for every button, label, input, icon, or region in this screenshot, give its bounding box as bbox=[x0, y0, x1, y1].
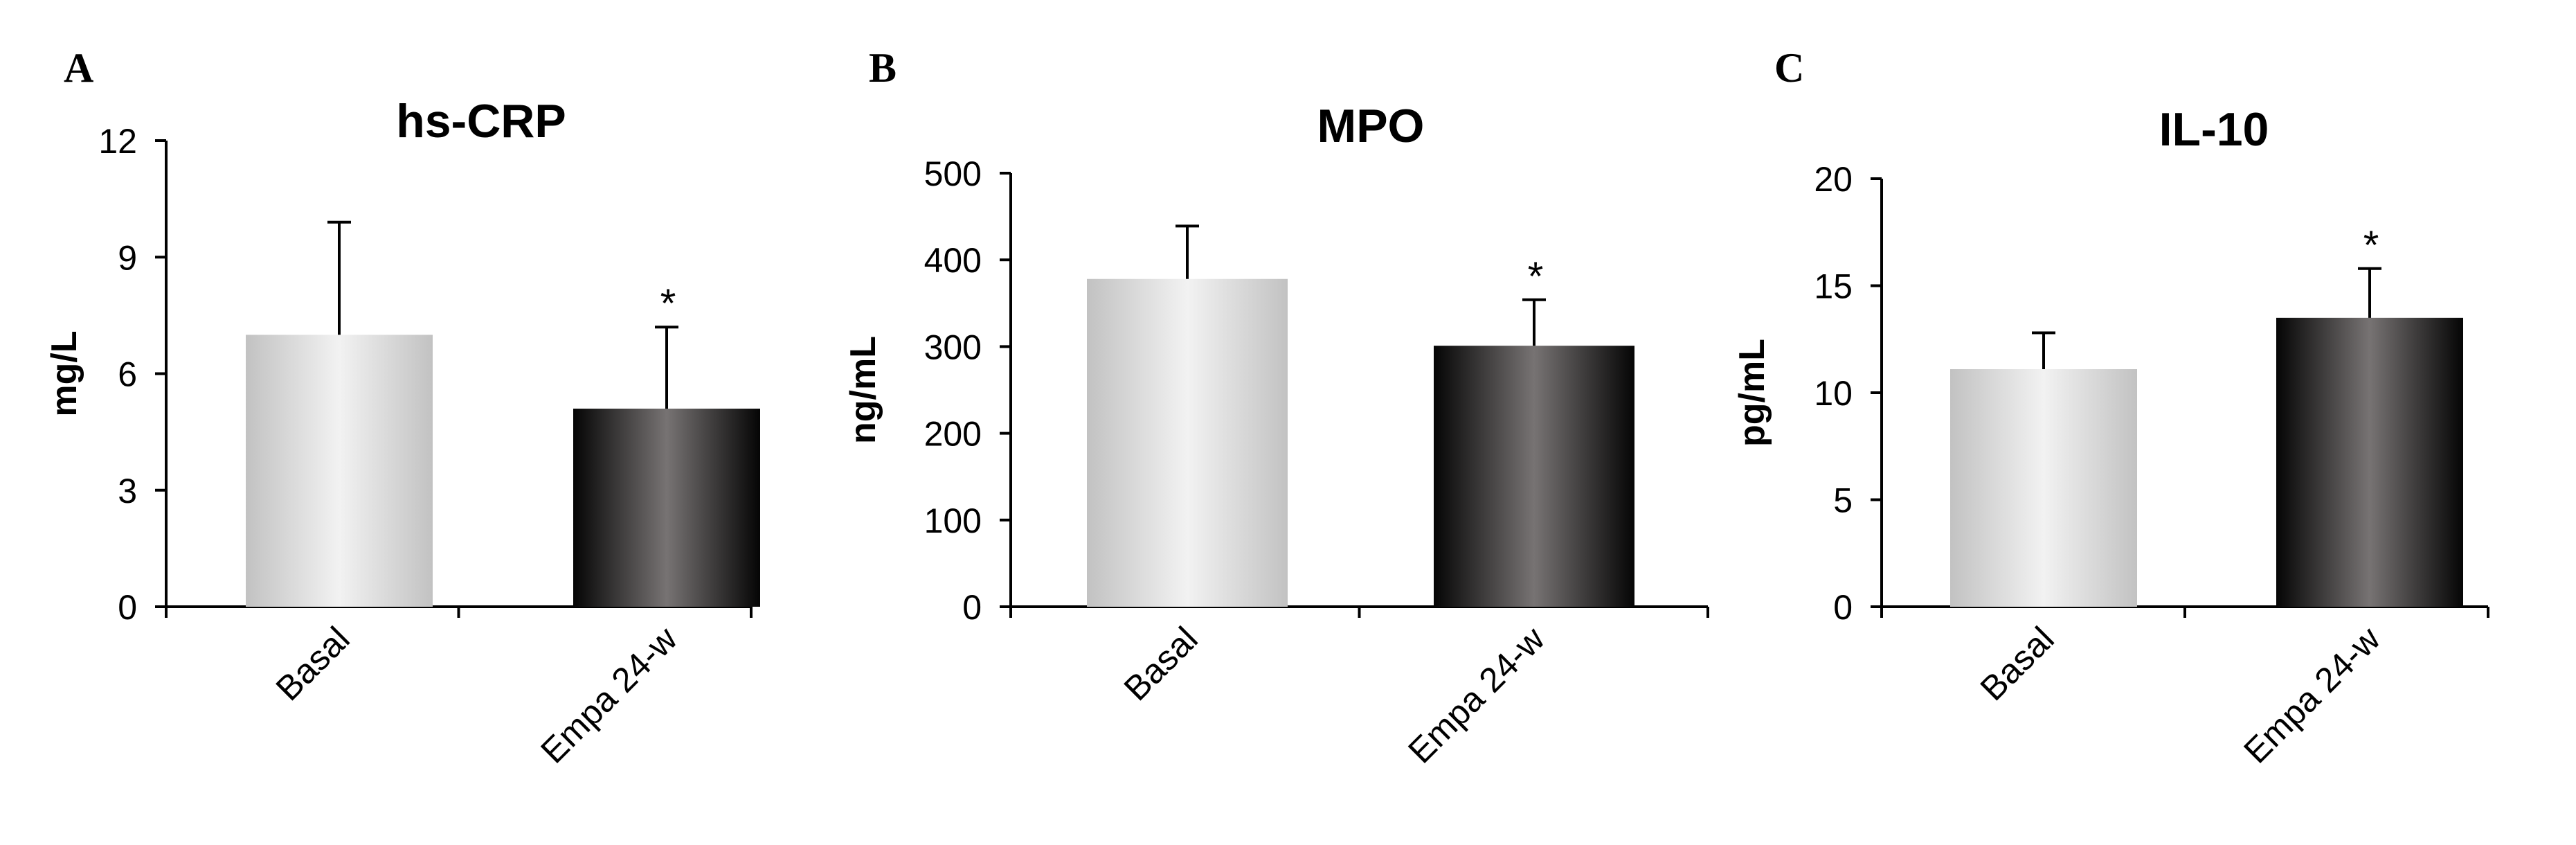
category-label: Empa 24-w bbox=[1400, 619, 1552, 771]
y-tick-label: 3 bbox=[118, 472, 137, 510]
bar-basal bbox=[1950, 369, 2137, 607]
category-label: Empa 24-w bbox=[2236, 619, 2388, 771]
y-tick-label: 20 bbox=[1814, 160, 1853, 199]
chart-layer: Ahs-CRP mg/L 0 3 6 9 12 Basal * Empa 24-w B MPO ng/m… bbox=[44, 45, 2489, 771]
category-label: Empa 24-w bbox=[533, 619, 685, 771]
y-tick-label: 400 bbox=[924, 241, 982, 280]
panel-letter: C bbox=[1774, 45, 1804, 91]
bar-empa-24-w bbox=[2276, 317, 2463, 607]
y-axis-label: pg/mL bbox=[1732, 339, 1772, 447]
y-tick-label: 500 bbox=[924, 154, 982, 193]
bar-empa-24-w bbox=[573, 408, 760, 607]
y-tick-label: 15 bbox=[1814, 267, 1853, 306]
panel-letter: A bbox=[64, 45, 93, 91]
y-tick-label: 300 bbox=[924, 328, 982, 366]
y-axis-label: mg/L bbox=[44, 330, 84, 416]
y-tick-label: 200 bbox=[924, 415, 982, 454]
bar-empa-24-w bbox=[1434, 346, 1634, 607]
significance-mark: * bbox=[1528, 254, 1544, 299]
significance-mark: * bbox=[660, 281, 676, 326]
y-tick-label: 6 bbox=[118, 355, 137, 394]
significance-mark: * bbox=[2363, 223, 2379, 268]
bar-basal bbox=[1087, 278, 1288, 607]
y-tick-label: 0 bbox=[118, 588, 137, 627]
chart-title: MPO bbox=[1317, 100, 1425, 152]
category-label: Basal bbox=[1117, 619, 1205, 708]
y-tick-label: 5 bbox=[1833, 481, 1853, 520]
y-axis-label: ng/mL bbox=[843, 336, 883, 444]
chart-panel-b: B MPO ng/mL 0 100 200 300 400 500 Basal * Empa 24-w bbox=[843, 45, 1709, 771]
chart-panel-c: C IL-10 pg/mL 0 5 10 15 20 Basal * Empa 24-w bbox=[1732, 45, 2489, 771]
chart-title: IL-10 bbox=[2159, 103, 2269, 156]
panel-letter: B bbox=[869, 45, 897, 91]
bar-basal bbox=[246, 335, 433, 607]
y-tick-label: 9 bbox=[118, 238, 137, 277]
chart-title: hs-CRP bbox=[396, 95, 566, 148]
chart-panel-a: Ahs-CRP mg/L 0 3 6 9 12 Basal * Empa 24-w bbox=[44, 45, 760, 771]
y-tick-label: 12 bbox=[98, 122, 137, 161]
y-tick-label: 0 bbox=[962, 588, 982, 627]
y-tick-label: 10 bbox=[1814, 374, 1853, 413]
category-label: Basal bbox=[1973, 619, 2062, 708]
y-tick-label: 0 bbox=[1833, 588, 1853, 627]
y-tick-label: 100 bbox=[924, 501, 982, 540]
category-label: Basal bbox=[269, 619, 357, 708]
